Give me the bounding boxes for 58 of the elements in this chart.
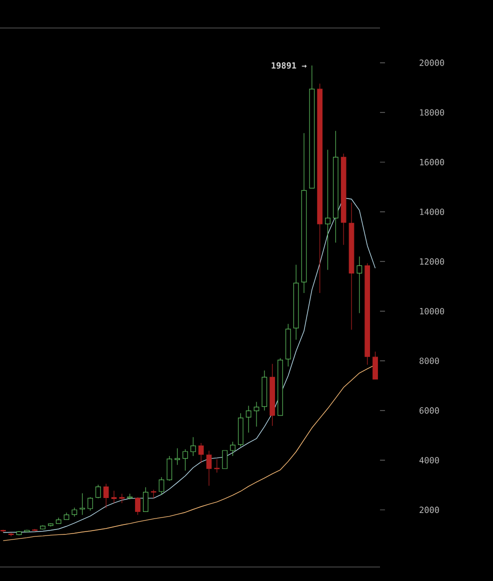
candlestick	[332, 130, 338, 243]
candlestick	[285, 324, 291, 367]
candlestick	[16, 530, 22, 536]
candlestick	[150, 489, 156, 498]
candlestick	[190, 436, 196, 456]
annotation: 19891 →	[272, 62, 306, 69]
y-tick-label: 20000	[420, 60, 444, 66]
candlestick	[230, 442, 236, 456]
candlestick	[64, 512, 70, 520]
y-tick-label: 8000	[420, 358, 439, 364]
candlestick	[222, 450, 228, 469]
candlestick	[364, 262, 370, 366]
candlestick	[142, 486, 148, 512]
candlestick	[48, 522, 54, 527]
y-tick-label: 18000	[420, 109, 444, 116]
candlestick	[0, 529, 6, 533]
candlestick	[372, 351, 378, 380]
candlestick	[348, 202, 354, 330]
y-tick-label: 2000	[420, 506, 439, 514]
candlestick	[254, 402, 260, 427]
candlestick	[293, 264, 299, 340]
candlestick	[24, 529, 30, 533]
candlestick	[119, 493, 125, 504]
candlestick	[158, 476, 164, 496]
candlestick	[40, 524, 46, 530]
candlestick	[166, 456, 172, 482]
candlestick	[80, 492, 86, 516]
candlestick	[72, 507, 78, 517]
candlestick	[111, 490, 117, 504]
candlestick	[206, 450, 212, 486]
y-tick-label: 10000	[420, 308, 444, 314]
candlestick	[8, 532, 14, 536]
candlestick	[356, 256, 362, 314]
y-tick-label: 12000	[420, 258, 444, 265]
candlestick	[246, 405, 252, 433]
candlestick	[95, 484, 101, 498]
candlestick	[262, 370, 268, 411]
candlestick	[135, 496, 140, 516]
candlestick	[198, 442, 204, 464]
y-tick-label: 14000	[420, 208, 444, 216]
candlestick	[103, 483, 109, 508]
candlestick	[174, 448, 180, 466]
candlestick	[127, 493, 133, 500]
candlestick	[238, 412, 244, 447]
candlestick	[325, 149, 330, 270]
candlestick	[309, 65, 315, 189]
candlestick	[340, 153, 346, 246]
candlestick	[56, 517, 62, 524]
y-tick-label: 4000	[419, 456, 439, 464]
candlestick	[317, 83, 323, 294]
y-tick-label: 16000	[420, 158, 444, 166]
candlestick	[182, 448, 188, 471]
candlestick	[278, 358, 283, 416]
candlestick	[301, 132, 307, 294]
candlestick	[32, 528, 38, 532]
candlestick	[88, 496, 93, 511]
y-tick-label: 6000	[420, 407, 439, 414]
candlestick	[270, 364, 276, 426]
